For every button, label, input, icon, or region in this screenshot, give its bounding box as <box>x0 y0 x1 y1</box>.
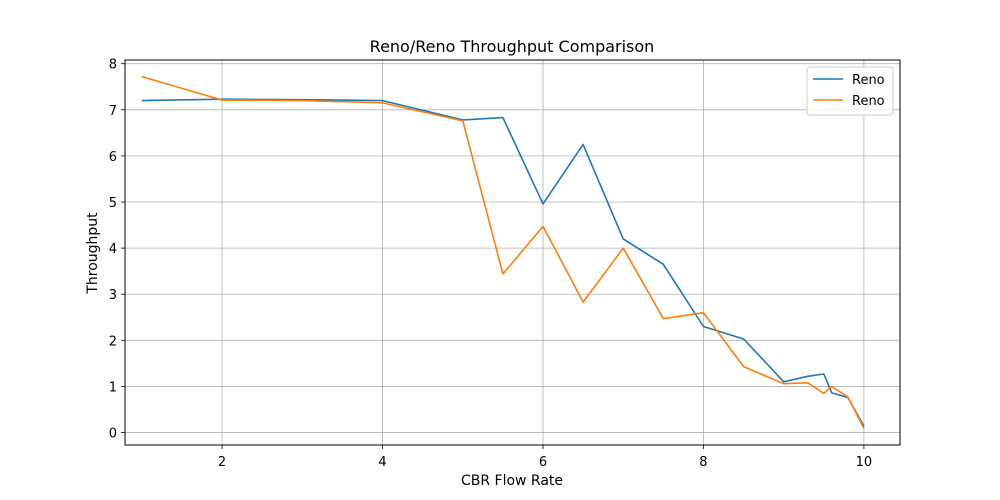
ticks: 2 4 6 8 10 0 1 2 3 4 5 6 7 8 <box>109 58 872 470</box>
y-tick-label: 1 <box>109 380 117 395</box>
x-tick-label: 4 <box>378 455 386 470</box>
chart-title: Reno/Reno Throughput Comparison <box>370 37 655 56</box>
series-layer <box>141 75 865 429</box>
plot-frame <box>124 59 901 446</box>
y-tick-label: 5 <box>109 196 117 211</box>
x-tick-label: 8 <box>699 455 707 470</box>
y-axis-label: Throughput <box>85 212 101 295</box>
y-tick-label: 4 <box>109 242 117 257</box>
legend: Reno Reno <box>806 66 894 116</box>
x-tick-label: 2 <box>218 455 226 470</box>
y-tick-label: 0 <box>109 427 117 442</box>
x-tick-label: 10 <box>856 455 873 470</box>
series-line-0 <box>141 98 865 427</box>
y-tick-label: 6 <box>109 150 117 165</box>
y-tick-label: 2 <box>109 334 117 349</box>
x-tick-label: 6 <box>539 455 547 470</box>
y-tick-label: 3 <box>109 288 117 303</box>
x-axis-label: CBR Flow Rate <box>461 473 563 489</box>
grid <box>125 60 900 445</box>
legend-label-0: Reno <box>852 73 885 88</box>
series-line-1 <box>141 75 865 429</box>
legend-label-1: Reno <box>852 94 885 109</box>
y-tick-label: 8 <box>109 58 117 73</box>
y-tick-label: 7 <box>109 104 117 119</box>
